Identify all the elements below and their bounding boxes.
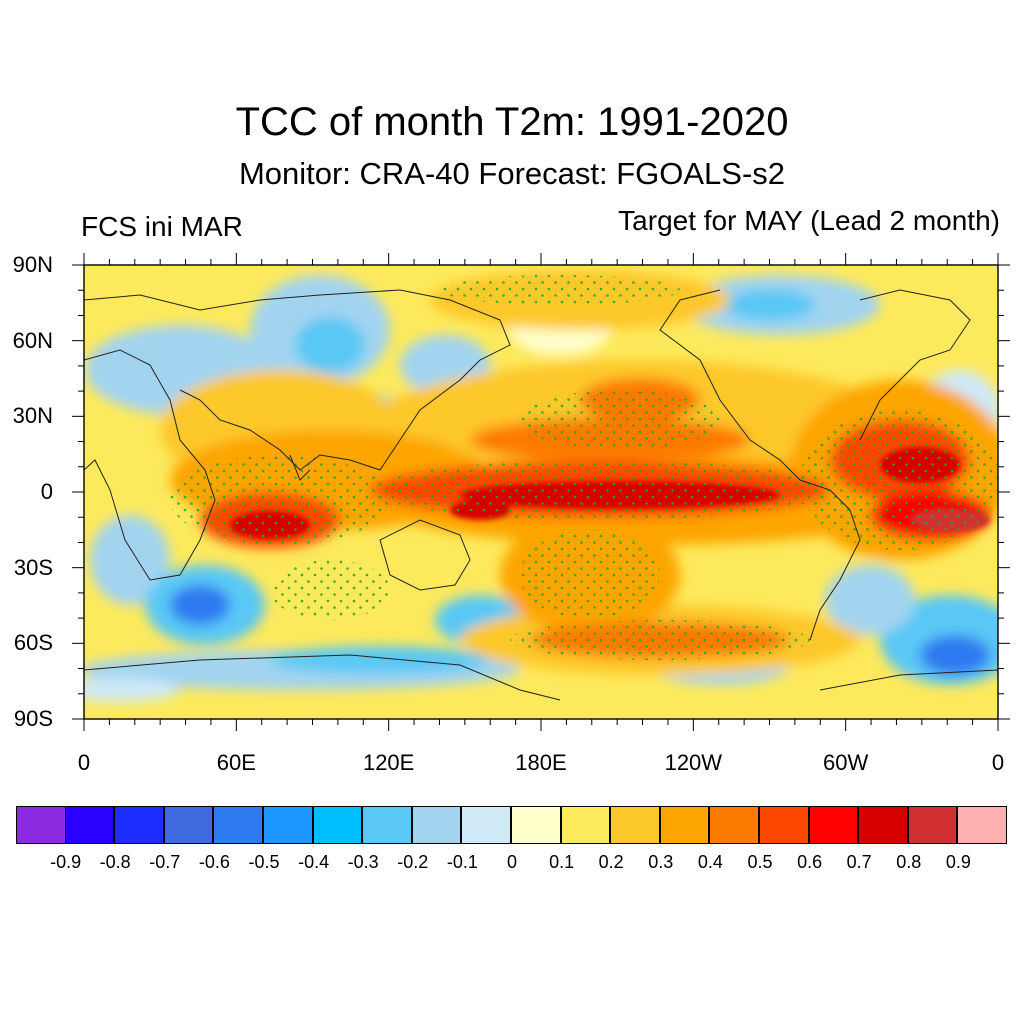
colorbar-tick-label: -0.1 (446, 852, 478, 872)
colorbar-tick-label: 0.1 (549, 852, 575, 872)
colorbar-tick-label: -0.9 (50, 852, 82, 872)
map-subtitle: Monitor: CRA-40 Forecast: FGOALS-s2 (238, 156, 786, 191)
lon-label: 0 (77, 750, 91, 775)
colorbar-swatch (213, 806, 263, 844)
lat-label: 30N (12, 403, 53, 429)
lat-label: 90S (13, 706, 53, 731)
colorbar-tick-label: 0.3 (648, 852, 674, 872)
lon-label: 60W (823, 750, 869, 775)
colorbar-tick-label: 0.6 (797, 852, 823, 872)
colorbar-tick-label: 0 (506, 852, 518, 872)
colorbar-tick-label: -0.4 (298, 852, 330, 872)
lat-label: 60N (12, 327, 53, 353)
colorbar-swatch (610, 806, 660, 844)
colorbar-tick-label: 0.4 (697, 852, 723, 872)
lon-label: 180E (515, 750, 567, 775)
lat-label: 0 (40, 479, 53, 504)
axis-ticks (72, 253, 1010, 731)
colorbar-tick-label: -0.7 (149, 852, 181, 872)
lat-label: 90N (12, 252, 53, 277)
lat-label: 60S (13, 630, 53, 656)
colorbar-swatch (362, 806, 412, 844)
lon-label: 60E (216, 750, 256, 775)
colorbar-tick-label: -0.2 (397, 852, 429, 872)
colorbar-tick-label: 0.2 (598, 852, 624, 872)
lon-label: 120W (664, 750, 723, 775)
field-layer (84, 265, 998, 719)
lon-label: 120E (362, 750, 415, 775)
map-title: TCC of month T2m: 1991-2020 (235, 100, 789, 144)
lon-label: 0 (991, 750, 1005, 775)
colorbar-tick-label: -0.8 (99, 852, 131, 872)
colorbar-swatch (907, 806, 958, 844)
colorbar-swatch (411, 806, 462, 844)
colorbar-swatch (709, 806, 759, 844)
colorbar-swatch (957, 806, 1007, 844)
colorbar-swatch (511, 806, 561, 844)
colorbar-tick-label: 0.7 (846, 852, 872, 872)
colorbar-swatch (263, 806, 313, 844)
significance-stippling (170, 275, 998, 660)
colorbar-swatch (16, 806, 66, 844)
colorbar (16, 806, 1008, 844)
init-label: FCS ini MAR (81, 211, 243, 242)
target-label: Target for MAY (Lead 2 month) (618, 205, 1000, 236)
colorbar-swatch (163, 806, 214, 844)
colorbar-swatch (808, 806, 859, 844)
colorbar-swatch (560, 806, 611, 844)
colorbar-swatch (461, 806, 511, 844)
colorbar-tick-label: -0.5 (248, 852, 280, 872)
colorbar-swatch (114, 806, 164, 844)
colorbar-tick-label: -0.3 (347, 852, 379, 872)
colorbar-swatch (312, 806, 363, 844)
colorbar-swatch (759, 806, 809, 844)
colorbar-tick-label: -0.6 (198, 852, 230, 872)
lat-label: 30S (13, 554, 53, 580)
colorbar-swatch (858, 806, 908, 844)
coastlines (84, 289, 998, 701)
colorbar-swatch (659, 806, 710, 844)
colorbar-tick-label: 0.9 (945, 852, 971, 872)
colorbar-tick-label: 0.8 (896, 852, 922, 872)
colorbar-tick-label: 0.5 (747, 852, 773, 872)
colorbar-swatch (64, 806, 115, 844)
